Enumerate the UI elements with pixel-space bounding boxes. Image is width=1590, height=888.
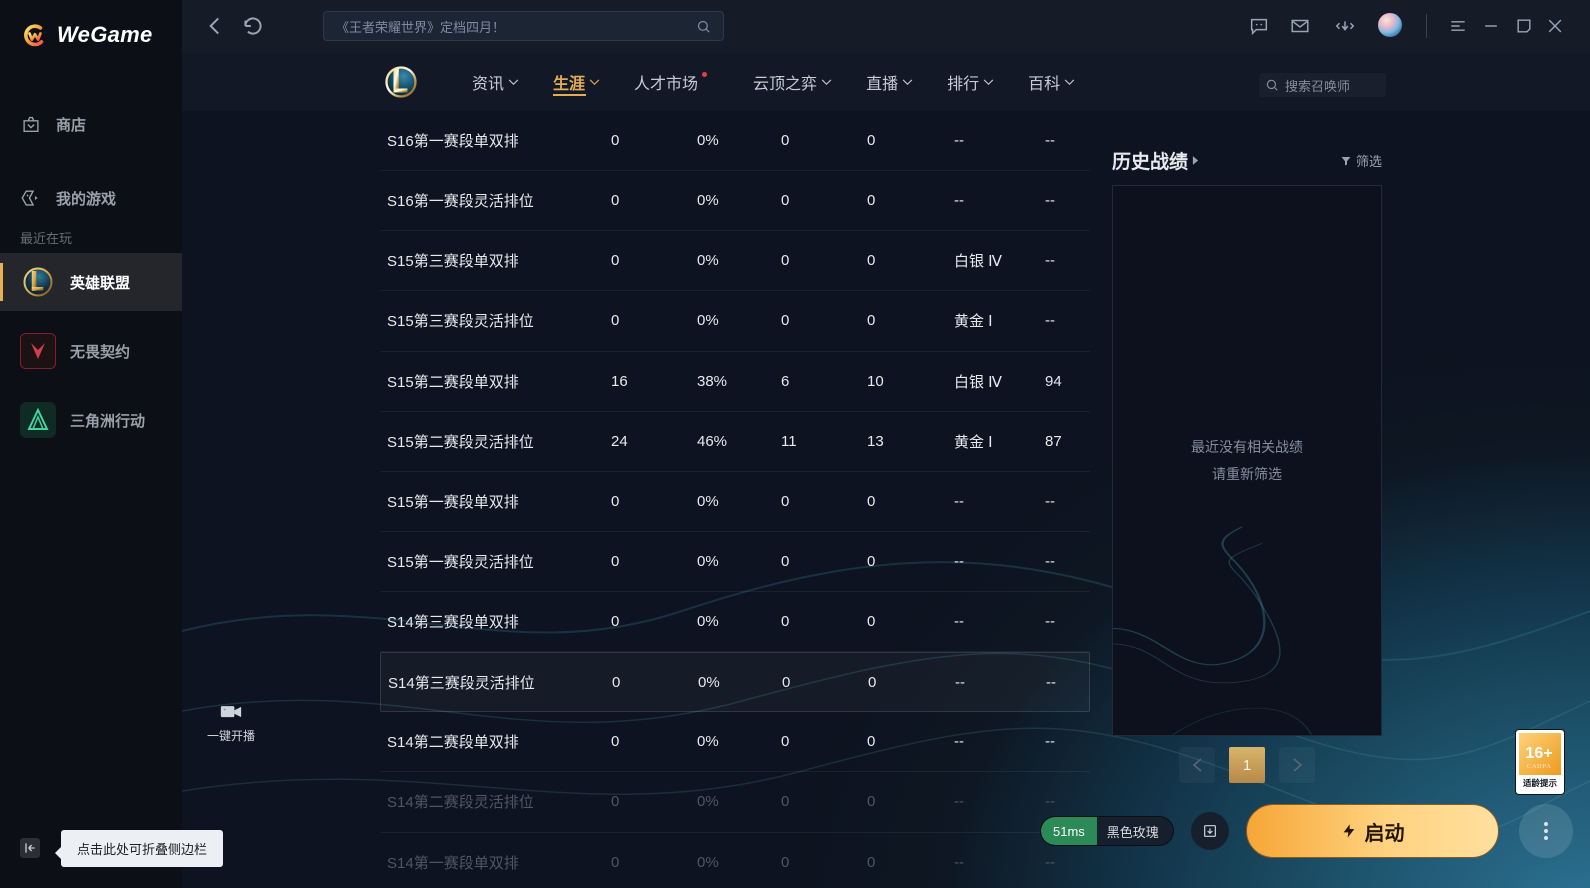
svg-text:16+: 16+: [1525, 745, 1552, 762]
svg-text:CADPA: CADPA: [1527, 763, 1552, 770]
